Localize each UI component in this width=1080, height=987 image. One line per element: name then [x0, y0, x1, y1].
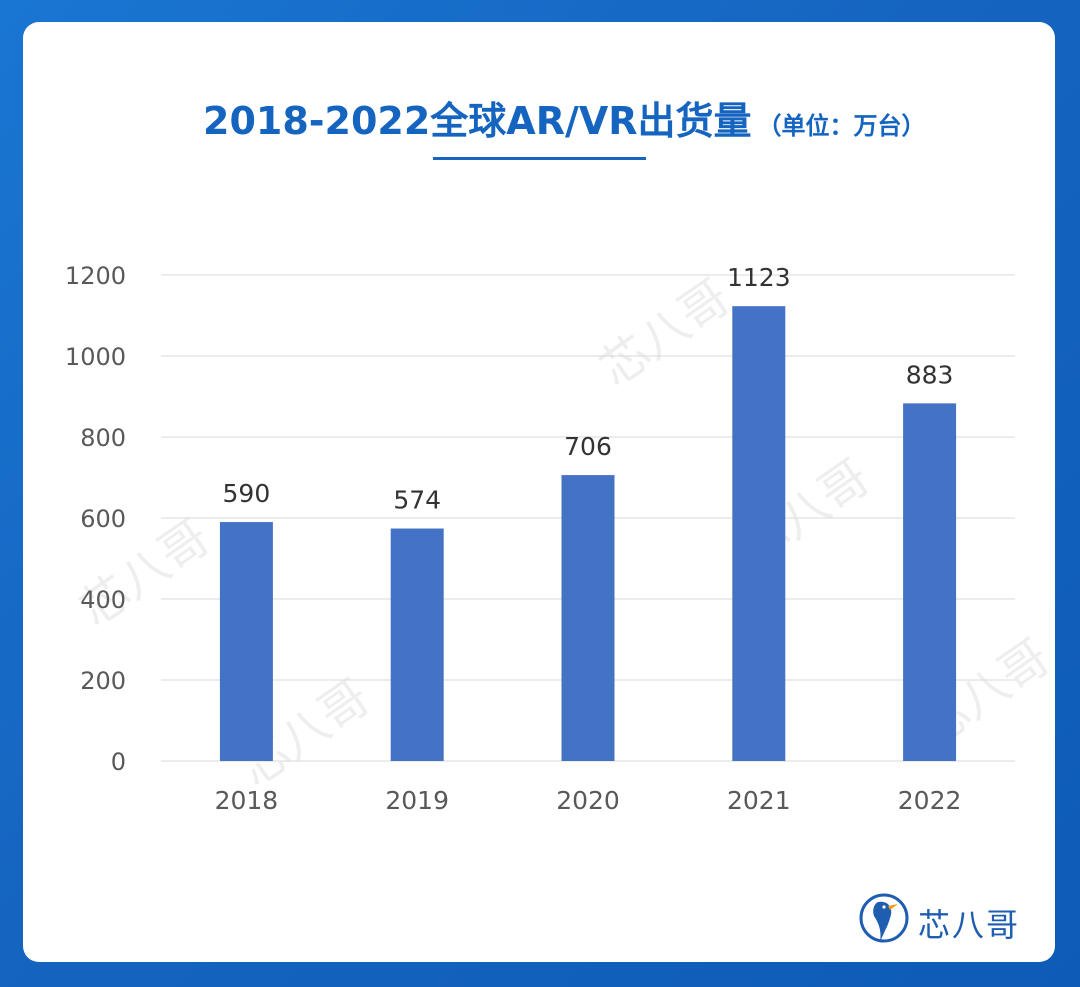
bar-chart: 0 200 400 600 800 1000 1200 590 2018 574 2019 706 20… — [65, 262, 1015, 815]
brand-logo: 芯八哥 — [858, 890, 1038, 950]
bar — [561, 475, 615, 761]
data-label: 883 — [906, 360, 954, 389]
data-label: 706 — [564, 432, 612, 461]
data-label: 574 — [393, 486, 441, 515]
title-underline — [433, 157, 646, 160]
bar — [390, 528, 444, 761]
y-tick-label: 400 — [80, 586, 126, 614]
x-tick-label: 2021 — [727, 786, 791, 815]
y-tick-label: 200 — [80, 667, 126, 695]
chart-title: 2018-2022全球AR/VR出货量 （单位：万台） — [203, 90, 1043, 146]
chart-title-main: 2018-2022全球AR/VR出货量 — [203, 99, 752, 143]
x-tick-label: 2022 — [898, 786, 962, 815]
bar — [732, 306, 786, 761]
brand-name: 芯八哥 — [918, 906, 1021, 944]
x-tick-label: 2019 — [385, 786, 449, 815]
chart-title-unit: （单位：万台） — [757, 112, 926, 140]
y-tick-label: 1000 — [65, 343, 126, 371]
x-tick-label: 2018 — [215, 786, 279, 815]
y-tick-label: 600 — [80, 505, 126, 533]
bird-logo-icon — [859, 893, 909, 943]
y-tick-label: 0 — [111, 748, 126, 776]
data-label: 590 — [223, 479, 271, 508]
bar — [903, 403, 957, 761]
x-tick-label: 2020 — [556, 786, 620, 815]
y-tick-label: 1200 — [65, 262, 126, 290]
y-tick-label: 800 — [80, 424, 126, 452]
bar — [219, 522, 273, 761]
data-label: 1123 — [727, 263, 791, 292]
chart-card: 芯八哥 芯八哥 芯八哥 芯八哥 芯八哥 2018-2022全球AR/VR出货量（… — [23, 22, 1055, 962]
